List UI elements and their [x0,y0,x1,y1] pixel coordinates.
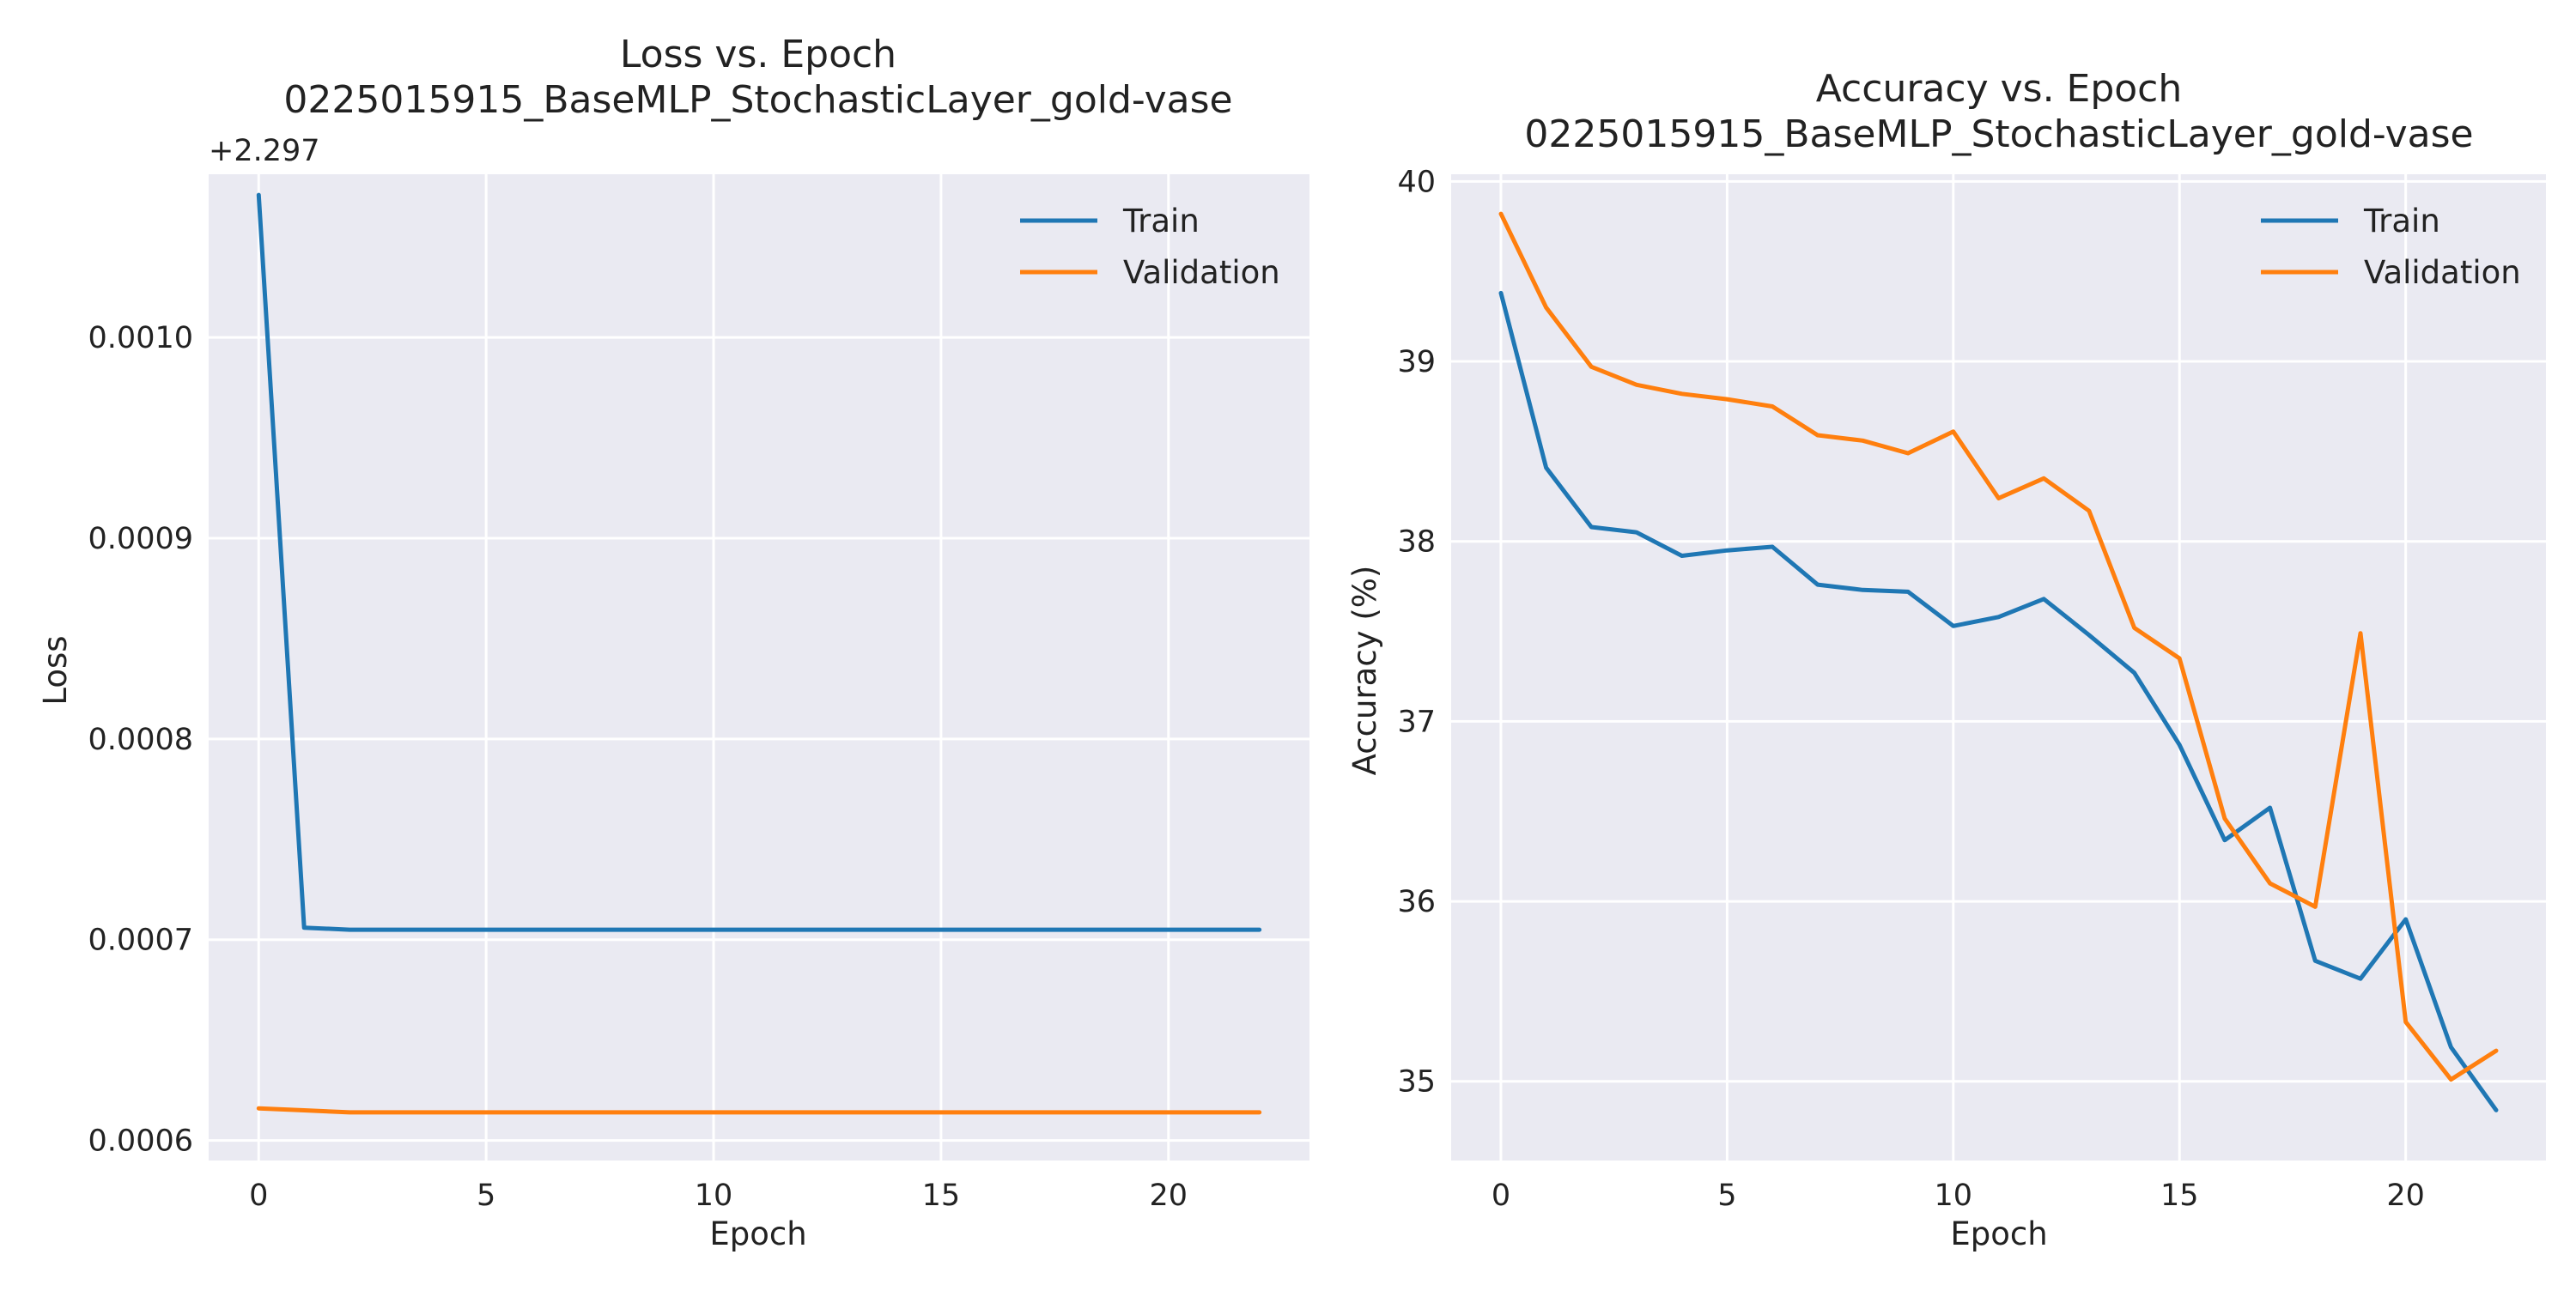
loss-legend-validation-label: Validation [1123,254,1280,291]
loss-x-tick-label: 5 [477,1179,495,1213]
loss-chart-title: Loss vs. Epoch [620,33,896,76]
loss-series-validation-line [256,1106,1262,1115]
accuracy-y-tick-label: 38 [1397,525,1436,560]
accuracy-x-tick-label: 20 [2386,1179,2425,1213]
loss-x-tick-label: 0 [249,1179,268,1213]
accuracy-chart-title: Accuracy vs. Epoch [1816,67,2183,111]
loss-plot-area: 0 5 10 15 20 0.0006 0.0007 0.0008 0.0009 0.0010 Tr… [88,174,1309,1213]
accuracy-legend-validation-label: Validation [2364,254,2521,291]
accuracy-legend-train-label: Train [2363,203,2440,239]
accuracy-series-train-line [1498,290,2499,1112]
accuracy-x-tick-label: 15 [2160,1179,2199,1213]
loss-legend-train-label: Train [1122,203,1200,239]
accuracy-chart: Accuracy vs. Epoch 0225015915_BaseMLP_St… [1346,67,2546,1252]
accuracy-y-tick-label: 40 [1397,165,1436,199]
accuracy-y-tick-label: 36 [1397,885,1436,919]
accuracy-y-tick-label: 35 [1397,1065,1436,1100]
loss-x-tick-label: 15 [922,1179,961,1213]
accuracy-y-tick-label: 39 [1397,345,1436,379]
loss-y-tick-label: 0.0009 [88,522,193,556]
accuracy-plot-area: 0 5 10 15 20 35 36 37 38 39 40 Train Validation [1397,165,2546,1213]
accuracy-series-validation-line [1498,211,2499,1082]
loss-x-axis-label: Epoch [709,1215,806,1252]
loss-y-tick-label: 0.0006 [88,1124,193,1159]
accuracy-x-tick-label: 0 [1492,1179,1510,1213]
accuracy-plot-background [1451,174,2546,1161]
loss-series-train-line [256,192,1262,932]
loss-chart-subtitle: 0225015915_BaseMLP_StochasticLayer_gold-… [283,78,1232,122]
loss-x-tick-label: 10 [695,1179,733,1213]
loss-chart: Loss vs. Epoch 0225015915_BaseMLP_Stocha… [37,33,1309,1252]
accuracy-x-tick-label: 5 [1717,1179,1736,1213]
loss-y-tick-label: 0.0010 [88,321,193,355]
loss-x-tick-label: 20 [1150,1179,1188,1213]
accuracy-y-tick-label: 37 [1397,705,1436,739]
accuracy-x-tick-label: 10 [1935,1179,1973,1213]
loss-y-tick-label: 0.0008 [88,723,193,757]
loss-plot-background [209,174,1309,1161]
loss-offset-label: +2.297 [209,134,320,168]
accuracy-y-axis-label: Accuracy (%) [1346,566,1383,776]
accuracy-x-axis-label: Epoch [1950,1215,2047,1252]
loss-y-axis-label: Loss [37,635,74,705]
accuracy-chart-subtitle: 0225015915_BaseMLP_StochasticLayer_gold-… [1524,112,2473,156]
loss-y-tick-label: 0.0007 [88,924,193,958]
